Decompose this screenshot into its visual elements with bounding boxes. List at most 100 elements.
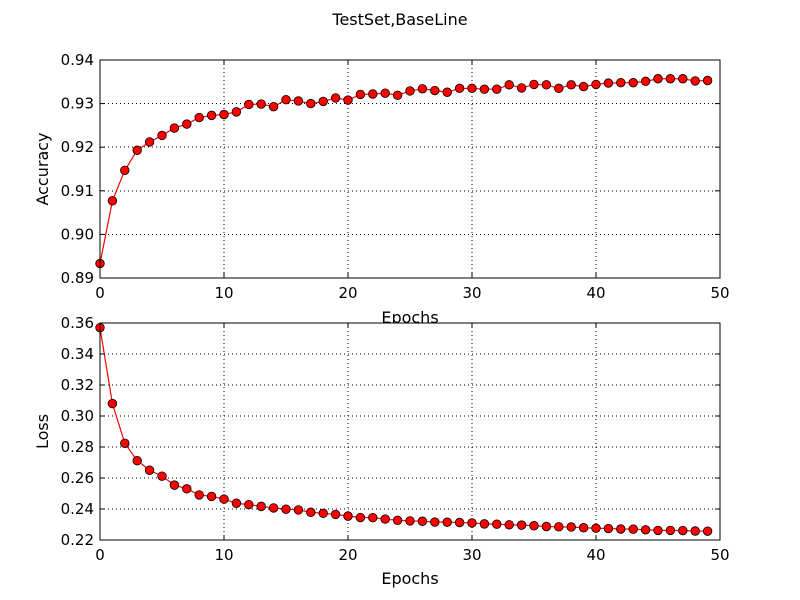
accuracy-data-point xyxy=(640,76,651,87)
loss-data-point xyxy=(268,503,279,513)
accuracy-data-point xyxy=(578,81,589,92)
loss-data-point xyxy=(578,523,589,533)
loss-data-point xyxy=(355,512,366,523)
accuracy-x-tick-label: 0 xyxy=(95,284,105,302)
accuracy-data-point xyxy=(268,101,279,112)
loss-y-tick-label: 0.34 xyxy=(61,345,94,363)
accuracy-data-point xyxy=(368,89,378,99)
accuracy-y-tick-label: 0.91 xyxy=(61,182,94,200)
loss-data-point xyxy=(616,524,626,534)
loss-data-point xyxy=(454,517,465,528)
accuracy-data-point xyxy=(516,83,527,93)
loss-x-tick-label: 0 xyxy=(95,546,105,564)
loss-data-point xyxy=(430,517,440,527)
loss-y-tick-label: 0.28 xyxy=(61,438,94,456)
accuracy-data-point xyxy=(591,79,601,90)
loss-data-point xyxy=(194,490,204,500)
accuracy-x-axis-label: Epochs xyxy=(381,308,438,327)
loss-data-point xyxy=(467,518,477,528)
accuracy-y-tick-label: 0.92 xyxy=(61,138,94,156)
loss-x-tick-label: 10 xyxy=(214,546,233,564)
loss-data-point xyxy=(293,505,304,515)
accuracy-data-point xyxy=(405,86,415,96)
loss-data-point xyxy=(690,526,700,536)
loss-data-point xyxy=(281,504,291,514)
loss-data-point xyxy=(516,520,527,530)
loss-data-point xyxy=(529,521,539,531)
loss-data-point xyxy=(132,455,142,466)
accuracy-data-point xyxy=(256,99,266,109)
accuracy-data-point xyxy=(504,80,514,90)
loss-data-point xyxy=(504,520,514,530)
accuracy-data-point xyxy=(169,123,180,133)
loss-data-point xyxy=(318,508,328,519)
loss-data-point xyxy=(380,514,390,524)
loss-data-point xyxy=(678,525,688,536)
accuracy-data-point xyxy=(330,93,341,103)
accuracy-data-point xyxy=(665,74,676,84)
loss-data-point xyxy=(566,522,576,532)
accuracy-data-point xyxy=(417,84,428,94)
loss-data-point xyxy=(107,398,118,409)
accuracy-data-point xyxy=(702,75,713,86)
accuracy-data-point xyxy=(442,87,452,97)
accuracy-data-point xyxy=(616,77,626,88)
loss-data-point xyxy=(231,498,242,508)
accuracy-data-point xyxy=(343,95,353,105)
loss-data-point xyxy=(702,526,713,536)
loss-y-tick-label: 0.24 xyxy=(61,500,94,518)
loss-data-point xyxy=(244,499,254,510)
accuracy-data-point xyxy=(541,80,552,90)
loss-data-point xyxy=(554,522,564,532)
accuracy-x-tick-label: 20 xyxy=(338,284,357,302)
accuracy-data-point xyxy=(206,110,217,121)
loss-y-axis-label: Loss xyxy=(33,414,52,449)
accuracy-y-tick-label: 0.94 xyxy=(61,51,94,69)
loss-data-point xyxy=(206,491,217,502)
accuracy-x-tick-label: 40 xyxy=(586,284,605,302)
loss-data-point xyxy=(665,525,676,536)
loss-data-point xyxy=(306,507,316,517)
loss-x-tick-label: 30 xyxy=(462,546,481,564)
accuracy-data-point xyxy=(107,196,118,206)
loss-data-point xyxy=(653,525,663,536)
accuracy-data-point xyxy=(392,90,403,101)
loss-data-point xyxy=(256,501,266,512)
loss-data-point xyxy=(541,521,552,532)
loss-data-point xyxy=(120,438,130,448)
accuracy-y-tick-label: 0.89 xyxy=(61,269,94,287)
accuracy-data-point xyxy=(690,76,700,86)
loss-x-tick-label: 20 xyxy=(338,546,357,564)
accuracy-data-point xyxy=(157,130,167,141)
accuracy-y-tick-label: 0.93 xyxy=(61,95,94,113)
loss-data-point xyxy=(219,494,229,504)
loss-data-point xyxy=(157,471,167,481)
accuracy-data-point xyxy=(219,109,229,120)
loss-data-point xyxy=(628,524,638,534)
accuracy-data-point xyxy=(231,107,242,117)
loss-data-point xyxy=(640,525,651,535)
accuracy-data-point xyxy=(479,84,490,94)
accuracy-data-point xyxy=(132,145,142,155)
accuracy-data-point xyxy=(554,83,564,94)
loss-x-axis-label: Epochs xyxy=(381,569,438,588)
accuracy-data-point xyxy=(678,74,688,84)
loss-data-point xyxy=(169,480,180,490)
accuracy-data-point xyxy=(244,99,254,110)
accuracy-data-point xyxy=(628,77,638,88)
accuracy-plot-area xyxy=(100,60,720,278)
accuracy-data-point xyxy=(430,85,440,96)
loss-data-point xyxy=(603,523,614,534)
accuracy-data-point xyxy=(182,119,192,129)
accuracy-data-point xyxy=(306,98,316,109)
accuracy-data-point xyxy=(144,137,155,147)
accuracy-data-point xyxy=(529,79,539,90)
loss-data-point xyxy=(392,515,403,526)
accuracy-data-point xyxy=(653,74,663,84)
accuracy-chart: 0 10 20 30 40 50 0.89 0.90 0.91 0.92 0.93 0.94 Epoch… xyxy=(33,51,730,327)
accuracy-data-point xyxy=(603,78,614,88)
accuracy-data-point xyxy=(467,83,477,94)
accuracy-data-point xyxy=(318,96,328,107)
loss-y-tick-label: 0.36 xyxy=(61,314,94,332)
loss-data-point xyxy=(144,465,155,475)
